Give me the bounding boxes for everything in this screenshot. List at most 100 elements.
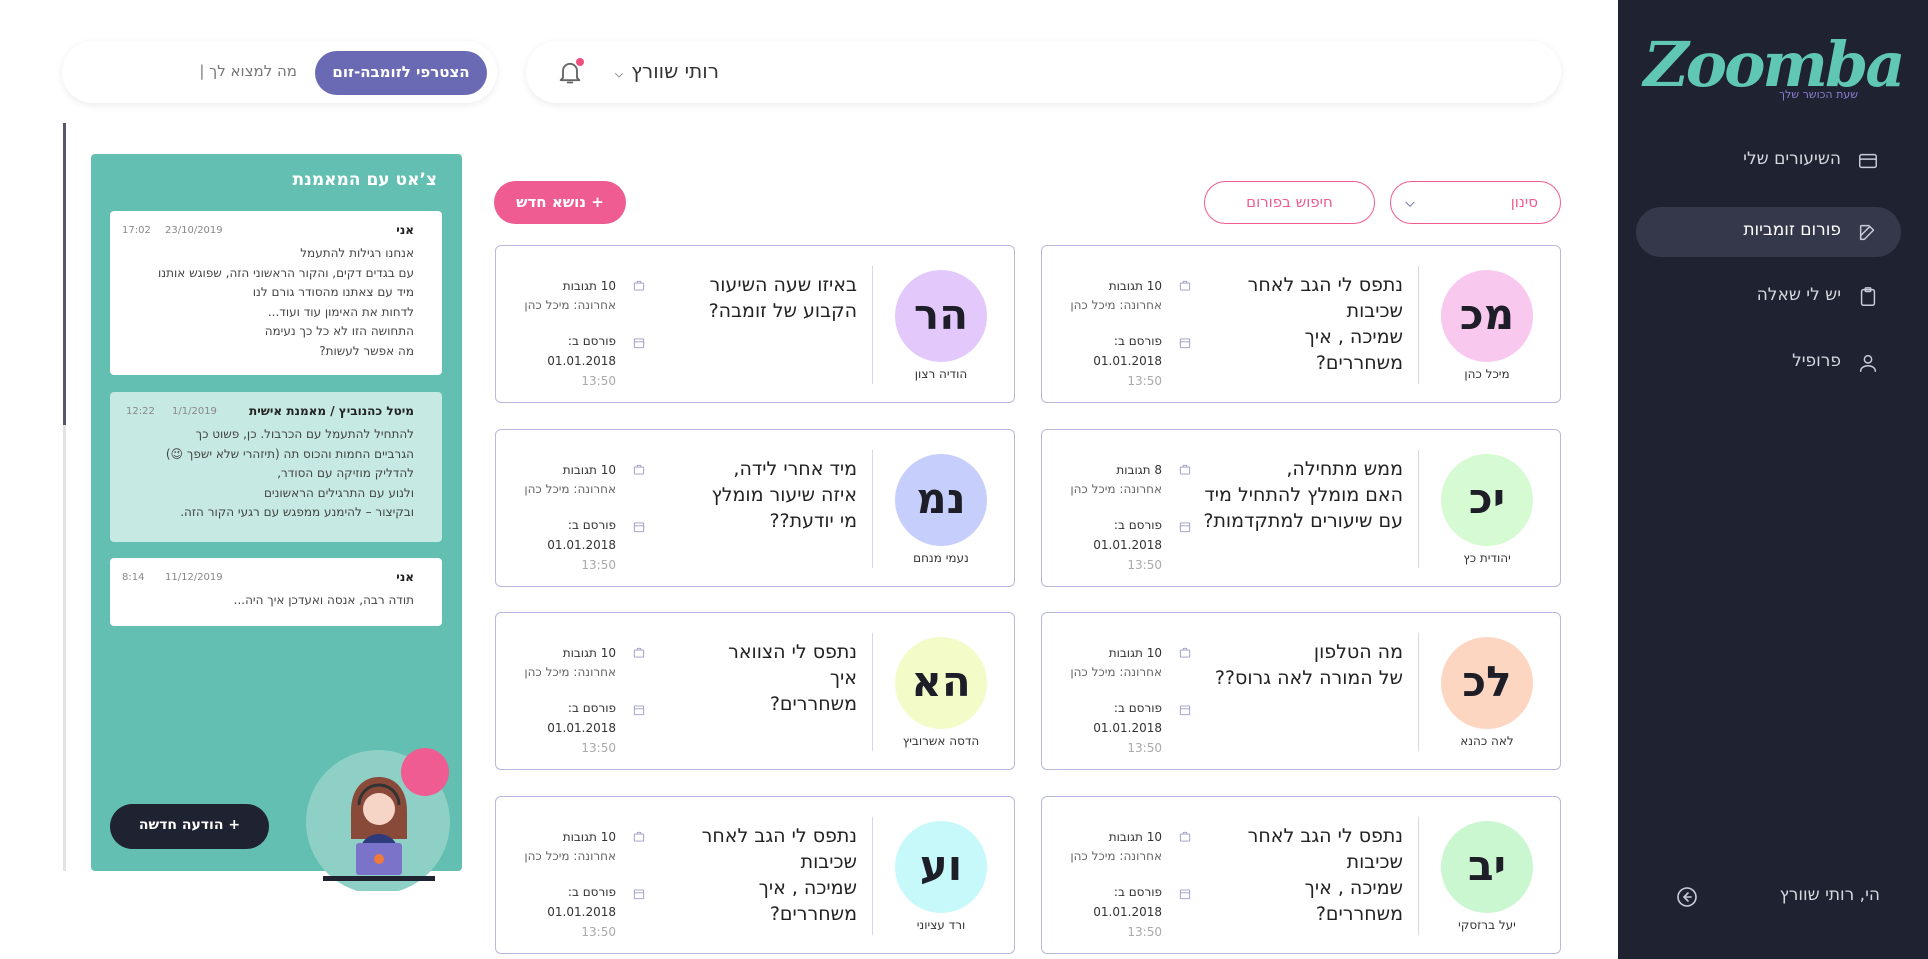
icon (1179, 889, 1191, 900)
topic-title: איזה שיעור מומלץ (711, 484, 857, 506)
avatar: נמ (895, 454, 987, 546)
greeting: הי, רותי שוורץ (1779, 885, 1880, 905)
date-icon (632, 886, 646, 900)
topic-time: 13:50 (1127, 558, 1162, 572)
icon (633, 522, 645, 533)
avatar: הר (895, 270, 987, 362)
message-date: 11/12/2019 (165, 572, 223, 583)
topic-posted: פורסם ב: (567, 518, 616, 532)
topic-card[interactable]: וע ורד עציוני נתפס לי הגב לאחר שכיבות שמיכה … (495, 796, 1015, 954)
topic-last: אחרונה: מיכל כהן (1070, 482, 1162, 496)
nav-icon (1857, 352, 1879, 374)
author-name: הדסה אשרוביץ (902, 734, 980, 748)
icon (1179, 280, 1191, 291)
avatar-initials: נמ (916, 474, 966, 523)
topic-comments: 10 תגובות (1108, 646, 1162, 660)
message-time: 12:22 (126, 406, 155, 417)
icon (1859, 354, 1877, 372)
topic-card[interactable]: לכ לאה כהנא מה הטלפון של המורה לאה גרוס?? 10… (1041, 612, 1561, 770)
nav-icon (1857, 150, 1879, 172)
nav-label: יש לי שאלה (1756, 285, 1841, 305)
chat-message: אני 11/12/2019 8:14 תודה רבה, אנסה ואעדכן א… (110, 558, 442, 626)
divider (872, 266, 873, 384)
icon (1179, 338, 1191, 349)
divider (1418, 450, 1419, 568)
new-message-label: + הודעה חדשה (138, 817, 241, 833)
comments-icon (1178, 462, 1192, 476)
nav-label: השיעורים שלי (1743, 149, 1841, 169)
topic-card[interactable]: נמ נעמי מנחם מיד אחרי לידה, איזה שיעור מומל… (495, 429, 1015, 587)
date-icon (1178, 335, 1192, 349)
join-button[interactable]: הצטרפי לזומבה-זום (315, 51, 487, 95)
topic-time: 13:50 (581, 558, 616, 572)
topic-title: עם שיעורים למתקדמות? (1203, 510, 1403, 532)
icon (633, 464, 645, 475)
topic-card[interactable]: הר הודיה רצון באיזו שעה השיעור הקבוע של זומ… (495, 245, 1015, 403)
icon (1859, 153, 1877, 169)
scroll-track (63, 123, 66, 871)
message-time: 8:14 (122, 572, 145, 583)
nav-item[interactable]: פורום זומביות (1636, 207, 1901, 257)
new-topic-button[interactable]: + נושא חדש (494, 181, 626, 224)
topic-title: נתפס לי הגב לאחר (701, 825, 857, 847)
author-name: יעל ברזסקי (1458, 918, 1516, 932)
chat-message: מיטל כהנוביץ / מאמנת אישית 1/1/2019 12:22 ל… (110, 392, 442, 542)
topic-title: נתפס לי הגב לאחר (1247, 274, 1403, 296)
icon (633, 889, 645, 900)
message-line: אנחנו רגילות להתעמל (300, 246, 414, 260)
avatar-initials: לכ (1462, 657, 1512, 706)
topic-date: 01.01.2018 (1093, 905, 1162, 919)
topic-comments: 10 תגובות (562, 279, 616, 293)
topic-title: נתפס לי הצוואר (728, 641, 857, 663)
notifications (556, 58, 584, 86)
message-sender: אני (396, 223, 414, 237)
topic-posted: פורסם ב: (567, 334, 616, 348)
message-line: לדחות את האימון עוד ועוד... (267, 304, 414, 319)
new-message-button[interactable]: + הודעה חדשה (110, 804, 269, 849)
topic-title: באיזו שעה השיעור (709, 274, 857, 296)
topic-title: מיד אחרי לידה, (733, 458, 857, 480)
trainer-illustration (301, 741, 461, 894)
divider (872, 633, 873, 751)
forum-search-button[interactable]: חיפוש בפורום (1204, 181, 1375, 224)
nav-item[interactable]: יש לי שאלה (1636, 272, 1901, 322)
scroll-thumb[interactable] (63, 123, 66, 425)
icon (1405, 201, 1415, 207)
comments-icon (632, 278, 646, 292)
chat-message: אני 23/10/2019 17:02 אנחנו רגילות להתעמל עם … (110, 211, 442, 375)
search-input[interactable]: מה למצוא לך | (199, 62, 297, 80)
topic-last: אחרונה: מיכל כהן (524, 482, 616, 496)
topic-date: 01.01.2018 (547, 721, 616, 735)
nav-item[interactable]: השיעורים שלי (1636, 136, 1901, 186)
message-line: מיד עם צאתנו מהסודר גורם לנו (252, 285, 414, 299)
filter-button[interactable]: סינון (1390, 181, 1561, 224)
user-bar: רותי שוורץ (526, 41, 1561, 103)
avatar: יב (1441, 821, 1533, 913)
message-line: מה אפשר לעשות? (319, 343, 414, 358)
topic-title: שכיבות (800, 851, 857, 873)
topic-title: של המורה לאה גרוס?? (1214, 667, 1403, 689)
topic-card[interactable]: הא הדסה אשרוביץ נתפס לי הצוואר איך משחררים? 1… (495, 612, 1015, 770)
divider (1418, 266, 1419, 384)
topic-posted: פורסם ב: (1113, 334, 1162, 348)
nav-item[interactable]: פרופיל (1636, 338, 1901, 388)
icon (559, 62, 581, 84)
divider (1418, 817, 1419, 935)
topic-card[interactable]: יב יעל ברזסקי נתפס לי הגב לאחר שכיבות שמיכה … (1041, 796, 1561, 954)
avatar-initials: יב (1468, 841, 1506, 890)
avatar-initials: הר (913, 290, 969, 339)
message-sender: אני (396, 570, 414, 584)
topic-title: האם מומלץ להתחיל מיד (1204, 484, 1403, 506)
nav-label: פרופיל (1792, 351, 1841, 371)
avatar: לכ (1441, 637, 1533, 729)
topic-card[interactable]: יכ יהודית כץ ממש מתחילה, האם מומלץ להתחיל מ… (1041, 429, 1561, 587)
message-line: התחושה הזו לא כל כך נעימה (264, 324, 414, 338)
topic-card[interactable]: מכ מיכל כהן נתפס לי הגב לאחר שכיבות שמיכה , … (1041, 245, 1561, 403)
icon (633, 280, 645, 291)
chat-title: צ’אט עם המאמנת (292, 170, 437, 190)
notification-dot[interactable] (576, 58, 584, 66)
author-name: ורד עציוני (916, 918, 966, 932)
topic-title: שמיכה , איך (1304, 877, 1403, 899)
message-time: 17:02 (122, 225, 151, 236)
